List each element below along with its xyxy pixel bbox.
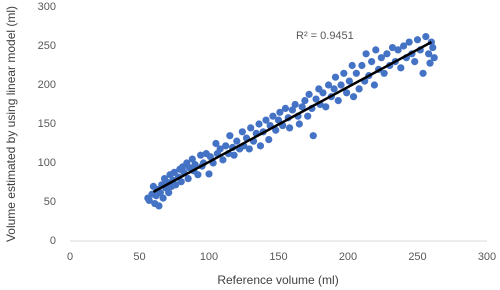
point xyxy=(170,168,178,176)
point xyxy=(305,90,313,98)
point xyxy=(425,50,433,58)
point xyxy=(206,153,214,161)
point xyxy=(426,59,434,67)
x-axis-title: Reference volume (ml) xyxy=(217,273,338,287)
point xyxy=(188,155,196,163)
point xyxy=(383,50,391,58)
point xyxy=(172,181,180,189)
point xyxy=(322,103,330,111)
point xyxy=(256,142,265,150)
x-tick-label: 150 xyxy=(269,251,287,263)
point xyxy=(377,54,385,62)
point xyxy=(272,126,280,134)
point xyxy=(337,81,345,89)
point xyxy=(155,202,163,210)
point xyxy=(304,112,312,120)
point xyxy=(352,69,360,77)
point xyxy=(191,160,199,169)
point xyxy=(330,85,338,93)
point xyxy=(247,124,255,132)
point xyxy=(362,50,370,58)
point xyxy=(319,89,327,97)
point xyxy=(274,116,283,124)
point xyxy=(219,156,227,164)
point xyxy=(358,61,366,70)
point xyxy=(312,95,320,103)
y-tick-label: 0 xyxy=(50,235,56,247)
y-tick-label: 300 xyxy=(38,1,56,13)
point xyxy=(291,100,299,109)
point xyxy=(184,175,192,183)
point xyxy=(205,170,213,178)
point xyxy=(298,103,306,111)
point xyxy=(405,38,413,46)
point xyxy=(265,136,273,144)
point xyxy=(165,189,173,197)
point xyxy=(301,97,309,105)
point xyxy=(262,116,270,124)
point xyxy=(226,132,234,140)
point xyxy=(334,97,342,105)
point xyxy=(400,42,408,50)
point xyxy=(340,69,348,77)
point xyxy=(238,128,246,136)
point xyxy=(159,194,167,202)
point xyxy=(212,139,220,148)
y-tick-label: 200 xyxy=(38,79,56,91)
y-axis-title: Volume estimated by using linear model (… xyxy=(4,6,18,242)
point xyxy=(177,178,185,186)
point xyxy=(288,106,296,114)
point xyxy=(345,77,353,85)
x-tick-label: 50 xyxy=(133,251,145,263)
point xyxy=(411,58,419,66)
point xyxy=(380,69,388,77)
point xyxy=(216,145,224,153)
point xyxy=(276,108,284,116)
point xyxy=(413,36,422,44)
x-tick-label: 100 xyxy=(200,251,218,263)
point xyxy=(309,132,317,140)
point xyxy=(343,89,351,97)
point xyxy=(145,196,153,205)
point xyxy=(397,64,405,72)
point xyxy=(222,142,230,150)
y-tick-label: 100 xyxy=(38,157,56,169)
point xyxy=(355,85,363,93)
trendline xyxy=(152,40,432,193)
point xyxy=(194,171,202,179)
point xyxy=(255,120,263,128)
y-tick-label: 250 xyxy=(38,40,56,52)
y-tick-label: 150 xyxy=(38,118,56,130)
point xyxy=(156,189,164,197)
y-tick-label: 50 xyxy=(44,196,56,208)
point xyxy=(295,120,303,128)
point xyxy=(324,81,333,89)
point xyxy=(422,33,430,41)
point xyxy=(388,43,397,52)
point xyxy=(269,112,277,120)
r-squared-annotation: R² = 0.9451 xyxy=(296,30,354,42)
point xyxy=(349,93,358,101)
point xyxy=(430,54,438,62)
point xyxy=(230,151,238,159)
point xyxy=(348,61,356,70)
point xyxy=(286,124,294,132)
x-tick-label: 0 xyxy=(67,251,73,263)
point xyxy=(419,69,427,77)
point xyxy=(245,145,253,153)
x-tick-label: 200 xyxy=(339,251,357,263)
point xyxy=(281,104,290,112)
point xyxy=(197,151,205,159)
point xyxy=(368,58,376,66)
point xyxy=(394,46,402,54)
point xyxy=(429,43,437,52)
x-tick-label: 250 xyxy=(408,251,426,263)
point xyxy=(233,137,241,145)
point xyxy=(331,73,340,81)
point xyxy=(372,46,380,54)
x-tick-label: 300 xyxy=(478,251,496,263)
point xyxy=(370,81,379,89)
